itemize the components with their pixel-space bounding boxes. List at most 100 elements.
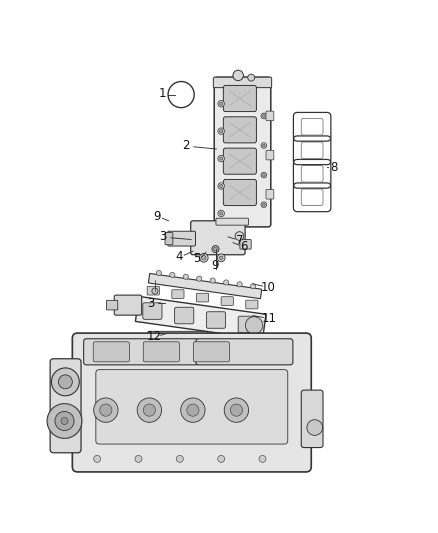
FancyBboxPatch shape bbox=[266, 111, 274, 120]
Circle shape bbox=[224, 398, 249, 422]
Circle shape bbox=[55, 411, 74, 431]
FancyBboxPatch shape bbox=[266, 150, 274, 160]
FancyBboxPatch shape bbox=[72, 333, 311, 472]
Text: 6: 6 bbox=[240, 240, 247, 253]
Circle shape bbox=[248, 74, 254, 81]
Circle shape bbox=[259, 455, 266, 462]
FancyBboxPatch shape bbox=[165, 232, 173, 245]
Circle shape bbox=[261, 113, 267, 119]
Circle shape bbox=[219, 130, 223, 133]
Circle shape bbox=[217, 254, 225, 262]
Text: 1: 1 bbox=[159, 87, 166, 100]
FancyBboxPatch shape bbox=[223, 180, 256, 206]
Circle shape bbox=[187, 404, 199, 416]
Text: 3: 3 bbox=[159, 230, 167, 244]
Circle shape bbox=[262, 115, 265, 117]
Circle shape bbox=[219, 184, 223, 188]
FancyBboxPatch shape bbox=[168, 231, 195, 246]
Text: 2: 2 bbox=[183, 139, 190, 152]
Circle shape bbox=[47, 403, 82, 439]
Circle shape bbox=[219, 102, 223, 105]
Circle shape bbox=[245, 317, 263, 334]
Circle shape bbox=[170, 272, 175, 278]
FancyBboxPatch shape bbox=[147, 286, 159, 295]
Circle shape bbox=[223, 280, 229, 285]
FancyBboxPatch shape bbox=[240, 239, 251, 249]
FancyBboxPatch shape bbox=[172, 290, 184, 298]
FancyBboxPatch shape bbox=[96, 370, 288, 444]
Text: 3: 3 bbox=[148, 296, 155, 310]
Text: 11: 11 bbox=[261, 312, 276, 325]
Circle shape bbox=[218, 183, 224, 189]
Text: 8: 8 bbox=[330, 161, 338, 174]
Text: 10: 10 bbox=[260, 281, 275, 294]
Circle shape bbox=[235, 232, 244, 240]
Circle shape bbox=[135, 455, 142, 462]
FancyBboxPatch shape bbox=[216, 218, 248, 225]
Circle shape bbox=[210, 278, 215, 283]
FancyBboxPatch shape bbox=[246, 300, 258, 309]
Circle shape bbox=[201, 256, 206, 260]
FancyBboxPatch shape bbox=[93, 342, 129, 362]
Circle shape bbox=[181, 398, 205, 422]
Circle shape bbox=[197, 276, 202, 281]
FancyBboxPatch shape bbox=[175, 307, 194, 324]
Circle shape bbox=[218, 100, 224, 107]
Circle shape bbox=[212, 246, 219, 253]
FancyBboxPatch shape bbox=[143, 303, 162, 319]
Circle shape bbox=[199, 254, 208, 262]
Circle shape bbox=[262, 204, 265, 206]
Circle shape bbox=[100, 404, 112, 416]
Circle shape bbox=[261, 143, 267, 148]
Circle shape bbox=[218, 128, 224, 134]
Text: 4: 4 bbox=[175, 251, 183, 263]
FancyBboxPatch shape bbox=[143, 342, 180, 362]
FancyBboxPatch shape bbox=[84, 339, 199, 365]
FancyBboxPatch shape bbox=[206, 312, 226, 328]
FancyBboxPatch shape bbox=[50, 359, 81, 453]
FancyBboxPatch shape bbox=[197, 293, 208, 302]
Circle shape bbox=[261, 172, 267, 178]
FancyBboxPatch shape bbox=[221, 297, 233, 305]
Circle shape bbox=[94, 455, 101, 462]
Circle shape bbox=[58, 375, 72, 389]
Circle shape bbox=[219, 212, 223, 215]
FancyBboxPatch shape bbox=[214, 77, 271, 227]
Text: 9: 9 bbox=[153, 210, 161, 223]
Circle shape bbox=[183, 274, 188, 279]
Circle shape bbox=[94, 398, 118, 422]
Circle shape bbox=[262, 174, 265, 176]
Text: 7: 7 bbox=[236, 234, 244, 247]
FancyBboxPatch shape bbox=[114, 295, 141, 315]
Circle shape bbox=[307, 419, 322, 435]
Circle shape bbox=[237, 282, 242, 287]
Text: 12: 12 bbox=[146, 330, 161, 343]
Circle shape bbox=[218, 210, 224, 217]
Circle shape bbox=[214, 247, 217, 251]
Text: 9: 9 bbox=[211, 259, 219, 272]
Text: 5: 5 bbox=[193, 252, 200, 265]
Circle shape bbox=[137, 398, 162, 422]
FancyBboxPatch shape bbox=[266, 189, 274, 199]
Circle shape bbox=[219, 256, 223, 260]
Circle shape bbox=[219, 157, 223, 160]
FancyBboxPatch shape bbox=[223, 148, 256, 174]
Circle shape bbox=[261, 202, 267, 207]
Circle shape bbox=[262, 144, 265, 147]
FancyBboxPatch shape bbox=[223, 85, 256, 111]
Circle shape bbox=[251, 284, 256, 289]
Polygon shape bbox=[148, 273, 262, 298]
FancyBboxPatch shape bbox=[213, 77, 272, 87]
Circle shape bbox=[218, 155, 224, 162]
FancyBboxPatch shape bbox=[106, 300, 118, 310]
Polygon shape bbox=[135, 296, 266, 340]
FancyBboxPatch shape bbox=[223, 117, 256, 143]
Circle shape bbox=[230, 404, 243, 416]
FancyBboxPatch shape bbox=[193, 342, 230, 362]
Circle shape bbox=[177, 455, 184, 462]
FancyBboxPatch shape bbox=[238, 316, 258, 333]
Circle shape bbox=[233, 70, 244, 80]
FancyBboxPatch shape bbox=[191, 221, 245, 255]
Circle shape bbox=[152, 288, 158, 294]
FancyBboxPatch shape bbox=[301, 390, 323, 448]
